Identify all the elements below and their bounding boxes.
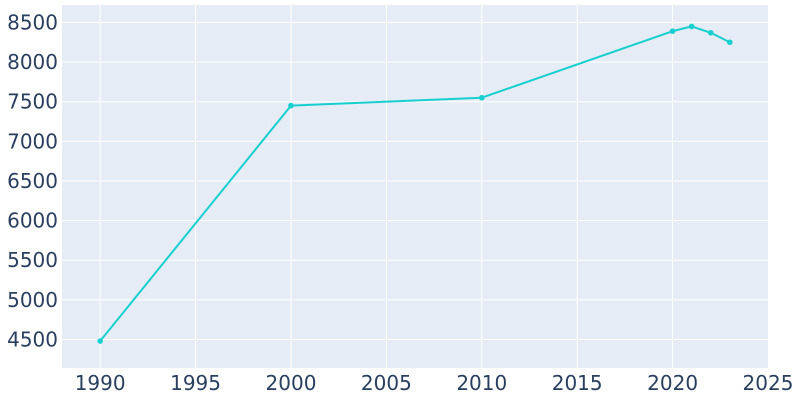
x-tick-label: 2015 <box>552 371 603 395</box>
y-tick-label: 7500 <box>7 90 58 114</box>
x-tick-label: 2020 <box>647 371 698 395</box>
x-tick-label: 2025 <box>743 371 794 395</box>
y-tick-label: 5500 <box>7 248 58 272</box>
y-tick-label: 8000 <box>7 50 58 74</box>
x-tick-label: 1990 <box>75 371 126 395</box>
data-point <box>669 28 676 34</box>
data-point <box>478 94 485 101</box>
x-tick-label: 2005 <box>361 371 412 395</box>
y-tick-label: 6500 <box>7 169 58 193</box>
data-point <box>97 338 103 344</box>
x-tick-label: 2010 <box>456 371 507 395</box>
plot-area <box>62 5 768 368</box>
x-axis-tick-labels: 1990 1995 2000 2005 2010 2015 2020 2025 <box>75 371 794 395</box>
data-point <box>288 102 294 109</box>
y-axis-tick-labels: 4500 5000 5500 6000 6500 7000 7500 8000 8500 <box>7 10 58 351</box>
y-tick-label: 5000 <box>7 288 58 312</box>
data-point <box>688 23 695 30</box>
data-point <box>707 29 714 36</box>
series-group <box>97 23 733 344</box>
y-gridlines <box>62 21 768 340</box>
y-tick-label: 6000 <box>7 209 58 233</box>
y-tick-label: 7000 <box>7 129 58 153</box>
y-tick-label: 8500 <box>7 10 58 34</box>
x-tick-label: 2000 <box>266 371 317 395</box>
x-tick-label: 1995 <box>170 371 221 395</box>
data-point <box>727 39 733 46</box>
y-tick-label: 4500 <box>7 327 58 351</box>
